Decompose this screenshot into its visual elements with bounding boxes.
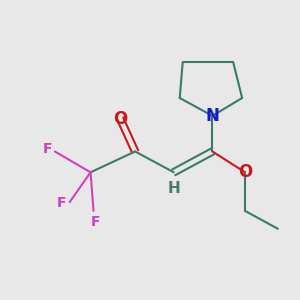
Text: H: H: [167, 181, 180, 196]
Text: F: F: [57, 196, 66, 211]
Text: O: O: [238, 163, 252, 181]
Text: N: N: [206, 107, 219, 125]
Text: F: F: [43, 142, 52, 155]
Text: O: O: [113, 110, 127, 128]
Text: F: F: [90, 215, 100, 229]
